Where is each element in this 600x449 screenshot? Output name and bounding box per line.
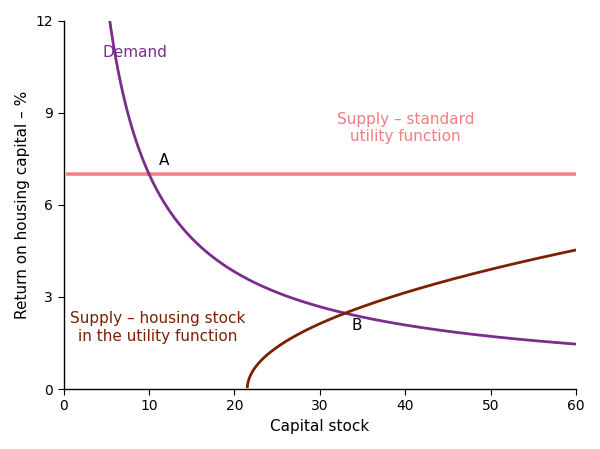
Text: Supply – standard
utility function: Supply – standard utility function	[337, 112, 474, 144]
Text: A: A	[159, 153, 170, 168]
Y-axis label: Return on housing capital – %: Return on housing capital – %	[15, 91, 30, 319]
Text: B: B	[352, 318, 362, 333]
X-axis label: Capital stock: Capital stock	[270, 419, 370, 434]
Text: Supply – housing stock
in the utility function: Supply – housing stock in the utility fu…	[70, 312, 245, 344]
Text: Demand: Demand	[102, 45, 167, 60]
